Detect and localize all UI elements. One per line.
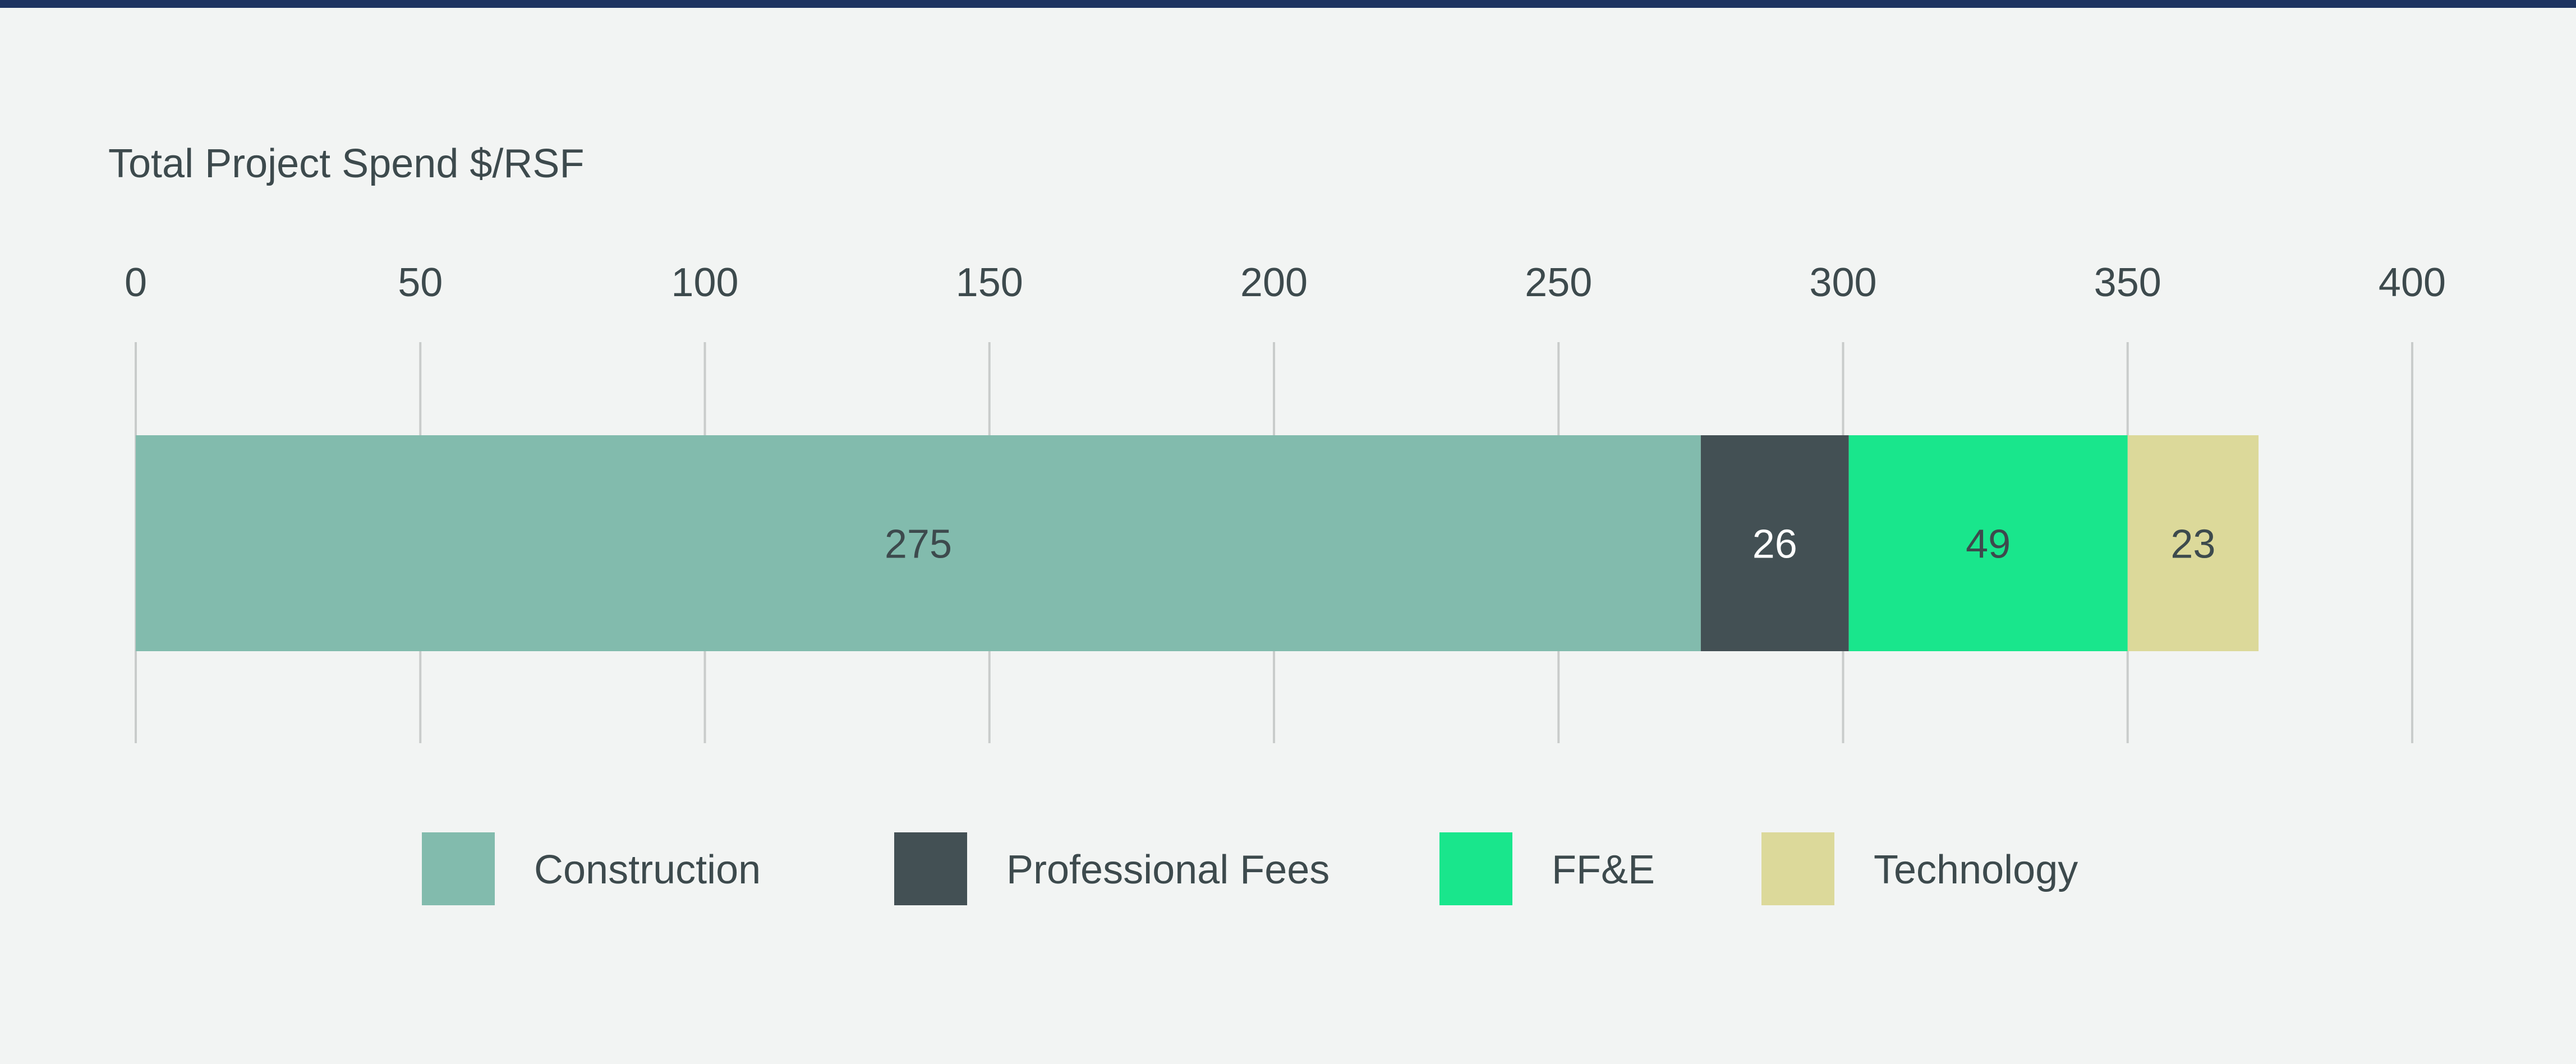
legend-label: Technology xyxy=(1874,847,2078,892)
legend-item: FF&E xyxy=(1439,832,1655,905)
x-tick-label: 150 xyxy=(956,260,1023,305)
legend-label: Professional Fees xyxy=(1006,847,1330,892)
x-tick-label: 350 xyxy=(2094,260,2161,305)
bar-segment-ff-e xyxy=(1848,435,2128,651)
legend-swatch xyxy=(422,832,495,905)
bar-data-label: 26 xyxy=(1752,522,1797,567)
x-tick-label: 300 xyxy=(1809,260,1876,305)
top-rule xyxy=(0,0,2576,8)
x-tick-label: 250 xyxy=(1525,260,1592,305)
bar-data-label: 23 xyxy=(2170,522,2215,567)
legend: Construction Professional Fees FF&E Technol… xyxy=(422,832,2078,905)
legend-swatch xyxy=(894,832,967,905)
legend-item: Construction xyxy=(422,832,761,905)
legend-label: FF&E xyxy=(1552,847,1655,892)
x-tick-label: 0 xyxy=(125,260,147,305)
legend-item: Professional Fees xyxy=(894,832,1330,905)
bar-segment-construction xyxy=(136,435,1701,651)
x-tick-label: 200 xyxy=(1240,260,1308,305)
bar-segment-technology xyxy=(2127,435,2259,651)
chart-title: Total Project Spend $/RSF xyxy=(108,141,584,186)
bar-data-label: 275 xyxy=(885,522,952,567)
legend-item: Technology xyxy=(1761,832,2078,905)
x-tick-label: 50 xyxy=(398,260,443,305)
x-tick-label: 400 xyxy=(2379,260,2446,305)
stacked-bar: 275 26 49 23 xyxy=(136,435,2259,651)
bar-data-label: 49 xyxy=(1966,522,2011,567)
x-axis-tick-labels: 0 50 100 150 200 250 300 350 400 xyxy=(125,260,2446,305)
x-tick-label: 100 xyxy=(671,260,738,305)
bar-segment-professional-fees xyxy=(1700,435,1849,651)
legend-swatch xyxy=(1761,832,1834,905)
legend-label: Construction xyxy=(534,847,761,892)
legend-swatch xyxy=(1439,832,1512,905)
